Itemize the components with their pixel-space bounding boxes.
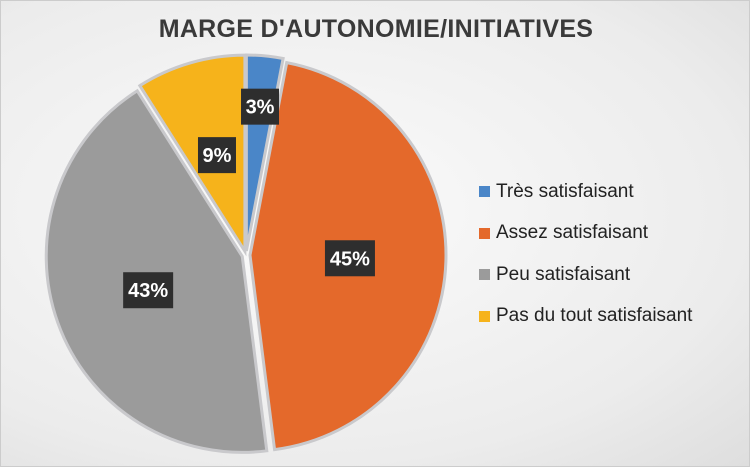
data-label-box [324,240,375,277]
chart-title: MARGE D'AUTONOMIE/INITIATIVES [158,15,594,43]
legend-swatch [479,310,490,322]
legend-swatch [479,186,490,198]
pie-slice [137,53,247,257]
legend-item: Pas du tout satisfaisant [479,296,692,338]
legend-item: Assez satisfaisant [479,213,692,255]
legend-label: Assez satisfaisant [496,222,649,244]
legend-label: Pas du tout satisfaisant [496,305,693,327]
legend-item: Très satisfaisant [479,171,692,213]
legend-swatch [479,269,490,281]
data-label: 9% [203,145,232,167]
legend: Très satisfaisant Assez satisfaisant Peu… [479,171,692,337]
pie-slice [44,88,269,454]
legend-label: Très satisfaisant [496,180,634,202]
data-label-box [123,272,174,309]
data-label-box [241,88,280,125]
data-label: 3% [246,97,275,119]
legend-item: Peu satisfaisant [479,254,692,296]
data-label: 45% [330,248,370,270]
data-label: 43% [128,280,168,302]
legend-label: Peu satisfaisant [496,263,631,285]
legend-swatch [479,227,490,239]
data-label-box [197,137,236,174]
